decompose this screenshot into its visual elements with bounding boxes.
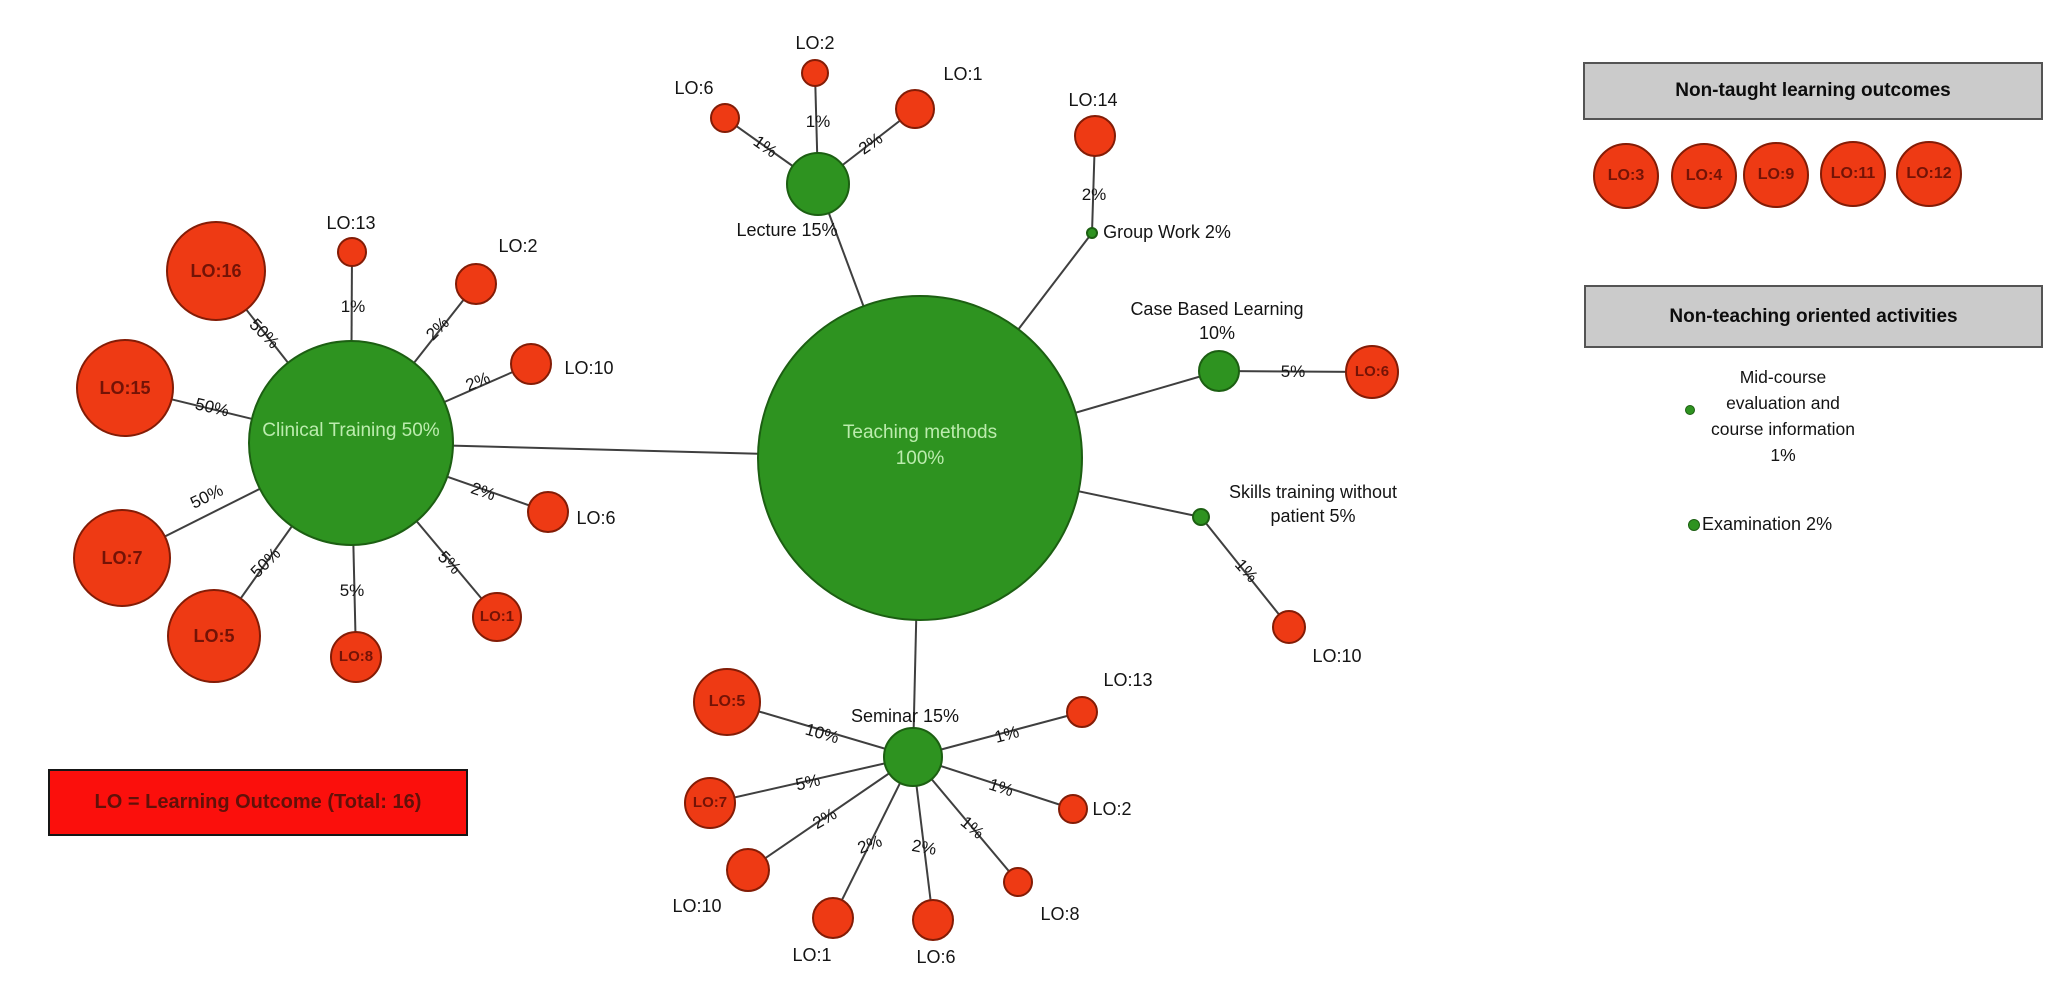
node-text-lo7-seminar: LO:7 bbox=[692, 793, 728, 811]
label-lo2-clinical: LO:2 bbox=[498, 236, 538, 257]
node-text-lo11-nontaught: LO:11 bbox=[1830, 165, 1876, 183]
node-lo12-nontaught: LO:12 bbox=[1896, 141, 1962, 207]
edge-percent-label: 5% bbox=[339, 581, 365, 600]
node-skills-training bbox=[1192, 508, 1210, 526]
midcourse-line-3: course information bbox=[1711, 419, 1855, 439]
node-lo2-lecture bbox=[801, 59, 829, 87]
node-lo16-clinical: LO:16 bbox=[166, 221, 266, 321]
node-lo6-clinical bbox=[527, 491, 569, 533]
label-lo1-lecture: LO:1 bbox=[943, 64, 983, 85]
node-clinical-training: Clinical Training 50% bbox=[248, 340, 454, 546]
node-text-lo4-nontaught: LO:4 bbox=[1685, 167, 1723, 185]
non-teaching-activities-header: Non-teaching oriented activities bbox=[1584, 285, 2043, 348]
node-lecture bbox=[786, 152, 850, 216]
node-text-lo5-clinical: LO:5 bbox=[193, 625, 235, 646]
non-taught-outcomes-header: Non-taught learning outcomes bbox=[1583, 62, 2043, 120]
node-lo10-clinical bbox=[510, 343, 552, 385]
node-case-based-learning bbox=[1198, 350, 1240, 392]
node-lo8-clinical: LO:8 bbox=[330, 631, 382, 683]
node-text-lo8-clinical: LO:8 bbox=[338, 647, 374, 665]
node-lo10-seminar bbox=[726, 848, 770, 892]
node-text-lo3-nontaught: LO:3 bbox=[1607, 167, 1645, 185]
node-lo15-clinical: LO:15 bbox=[76, 339, 174, 437]
node-text-lo7-clinical: LO:7 bbox=[101, 547, 143, 568]
label-lo6-seminar: LO:6 bbox=[916, 947, 956, 968]
label-lo1-seminar: LO:1 bbox=[792, 945, 832, 966]
label-lecture: Lecture 15% bbox=[736, 220, 838, 241]
node-text-lo9-nontaught: LO:9 bbox=[1757, 166, 1795, 184]
node-lo10-skills bbox=[1272, 610, 1306, 644]
midcourse-dot bbox=[1685, 405, 1695, 415]
label-lo10-clinical: LO:10 bbox=[564, 358, 614, 379]
edge-percent-label: 1% bbox=[340, 297, 366, 316]
node-text-lo16-clinical: LO:16 bbox=[190, 260, 242, 281]
node-lo6-seminar bbox=[912, 899, 954, 941]
node-lo11-nontaught: LO:11 bbox=[1820, 141, 1886, 207]
node-text-lo6-casebased: LO:6 bbox=[1354, 362, 1390, 380]
node-lo2-clinical bbox=[455, 263, 497, 305]
node-lo8-seminar bbox=[1003, 867, 1033, 897]
label-skills-training: Skills training without patient 5% bbox=[1228, 482, 1398, 526]
node-lo1-lecture bbox=[895, 89, 935, 129]
midcourse-line-4: 1% bbox=[1770, 445, 1796, 465]
label-lo2-lecture: LO:2 bbox=[795, 33, 835, 54]
lo-legend-box: LO = Learning Outcome (Total: 16) bbox=[48, 769, 468, 836]
edge-line-seminar--lo10-seminar bbox=[747, 756, 914, 871]
edge-percent-label: 1% bbox=[805, 112, 831, 131]
label-lo13-seminar: LO:13 bbox=[1103, 670, 1153, 691]
node-lo5-clinical: LO:5 bbox=[167, 589, 261, 683]
node-text-lo12-nontaught: LO:12 bbox=[1906, 165, 1952, 183]
midcourse-line-2: evaluation and bbox=[1726, 393, 1840, 413]
edge-line-skills-training--lo10-skills bbox=[1200, 516, 1290, 628]
midcourse-line-1: Mid-course bbox=[1739, 367, 1827, 387]
node-lo5-seminar: LO:5 bbox=[693, 668, 761, 736]
node-teaching-methods: Teaching methods 100% bbox=[757, 295, 1083, 621]
node-lo7-seminar: LO:7 bbox=[684, 777, 736, 829]
edge-percent-label: 2% bbox=[1081, 185, 1107, 204]
node-text-lo15-clinical: LO:15 bbox=[99, 377, 151, 398]
label-lo10-skills: LO:10 bbox=[1312, 646, 1362, 667]
edge-line-seminar--lo7-seminar bbox=[709, 756, 914, 804]
examination-entry: Examination 2% bbox=[1702, 514, 1833, 534]
node-text-lo5-seminar: LO:5 bbox=[708, 693, 746, 711]
label-lo6-lecture: LO:6 bbox=[674, 78, 714, 99]
node-lo1-clinical: LO:1 bbox=[472, 592, 522, 642]
node-seminar bbox=[883, 727, 943, 787]
label-seminar: Seminar 15% bbox=[850, 706, 960, 727]
node-lo9-nontaught: LO:9 bbox=[1743, 142, 1809, 208]
node-lo6-casebased: LO:6 bbox=[1345, 345, 1399, 399]
node-lo13-seminar bbox=[1066, 696, 1098, 728]
label-lo10-seminar: LO:10 bbox=[672, 896, 722, 917]
node-text-lo1-clinical: LO:1 bbox=[479, 607, 515, 625]
label-case-based-learning: Case Based Learning 10% bbox=[1130, 299, 1304, 343]
label-lo14-groupwork: LO:14 bbox=[1068, 90, 1118, 111]
edge-percent-label: 5% bbox=[1280, 362, 1306, 381]
label-group-work: Group Work 2% bbox=[1103, 222, 1231, 243]
node-lo13-clinical bbox=[337, 237, 367, 267]
node-lo4-nontaught: LO:4 bbox=[1671, 143, 1737, 209]
node-text-clinical-training: Clinical Training 50% bbox=[262, 420, 440, 442]
edge-percent-label: 2% bbox=[910, 836, 938, 859]
label-lo6-clinical: LO:6 bbox=[576, 508, 616, 529]
node-text-teaching-methods: Teaching methods 100% bbox=[842, 422, 998, 469]
node-lo14-groupwork bbox=[1074, 115, 1116, 157]
label-lo13-clinical: LO:13 bbox=[326, 213, 376, 234]
label-lo8-seminar: LO:8 bbox=[1040, 904, 1080, 925]
node-lo7-clinical: LO:7 bbox=[73, 509, 171, 607]
examination-dot bbox=[1688, 519, 1700, 531]
node-group-work bbox=[1086, 227, 1098, 239]
label-lo2-seminar: LO:2 bbox=[1092, 799, 1132, 820]
node-lo3-nontaught: LO:3 bbox=[1593, 143, 1659, 209]
node-lo6-lecture bbox=[710, 103, 740, 133]
node-lo2-seminar bbox=[1058, 794, 1088, 824]
midcourse-entry: Mid-course evaluation and course informa… bbox=[1673, 364, 1893, 468]
node-lo1-seminar bbox=[812, 897, 854, 939]
